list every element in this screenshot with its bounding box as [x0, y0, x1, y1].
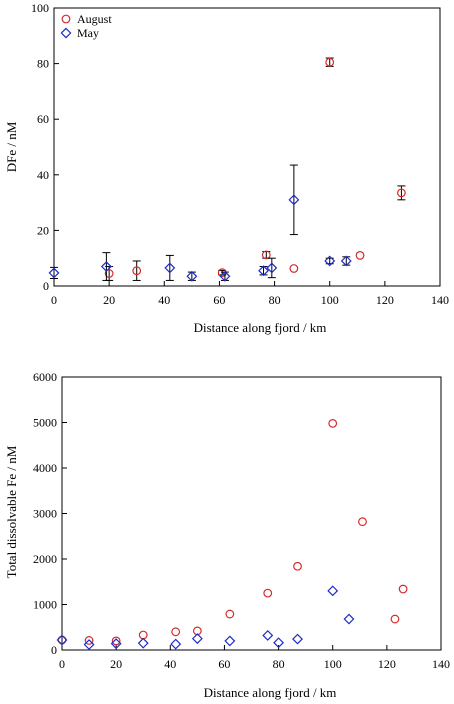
total-fe-point-circle	[138, 630, 148, 640]
total-fe-y-tick-label: 5000	[33, 416, 57, 430]
total-fe-point-circle	[398, 584, 408, 594]
dfe-y-tick-label: 20	[37, 223, 49, 237]
dfe-y-tick-label: 100	[31, 1, 49, 15]
dfe-x-tick-label: 80	[269, 293, 281, 307]
dfe-y-tick-label: 60	[37, 112, 49, 126]
chart-dfe-ylabel: DFe / nM	[4, 121, 19, 172]
dfe-plot-frame	[53, 7, 441, 287]
dfe-x-tick-label: 0	[51, 293, 57, 307]
dfe-point-circle	[104, 269, 114, 278]
total-fe-x-tick-label: 140	[432, 657, 450, 671]
dfe-x-tick-label: 40	[158, 293, 170, 307]
total-fe-point-diamond	[191, 633, 203, 645]
total-fe-point-circle	[390, 614, 400, 624]
total-fe-point-diamond	[327, 585, 339, 597]
chart-total-fe-ylabel: Total dissolvable Fe / nM	[4, 445, 19, 578]
dfe-point-diamond	[258, 265, 269, 277]
total-fe-point-diamond	[137, 637, 149, 649]
total-fe-point-circle	[358, 517, 367, 527]
dfe-legend-label: August	[77, 12, 112, 26]
total-fe-point-diamond	[292, 633, 303, 645]
total-fe-point-diamond	[110, 638, 122, 650]
dfe-point-diamond	[219, 270, 231, 282]
dfe-point-diamond	[288, 194, 300, 206]
dfe-point-circle	[325, 57, 335, 67]
total-fe-y-tick-label: 1000	[33, 598, 57, 612]
total-fe-point-circle	[171, 627, 181, 637]
chart-dfe: DFe / nM Distance along fjord / km 0 20 40…	[4, 1, 449, 335]
total-fe-plot-frame	[61, 376, 442, 651]
total-fe-point-circle	[328, 419, 338, 428]
total-fe-x-tick-label: 100	[324, 657, 342, 671]
dfe-point-diamond	[48, 267, 60, 279]
dfe-x-tick-label: 20	[103, 293, 115, 307]
total-fe-point-diamond	[83, 639, 95, 650]
chart-dfe-xlabel: Distance along fjord / km	[194, 320, 327, 335]
dfe-point-diamond	[186, 270, 198, 282]
total-fe-point-diamond	[262, 629, 274, 641]
dfe-y-tick-label: 40	[37, 168, 49, 182]
total-fe-point-diamond	[343, 613, 355, 625]
total-fe-x-tick-label: 0	[59, 657, 65, 671]
dfe-point-diamond	[100, 261, 112, 272]
total-fe-point-diamond	[224, 635, 236, 647]
total-fe-y-tick-label: 4000	[33, 461, 57, 475]
chart-total-fe: Total dissolvable Fe / nM Distance along…	[4, 370, 450, 700]
dfe-point-diamond	[340, 255, 352, 267]
dfe-x-tick-label: 60	[213, 293, 225, 307]
dfe-point-circle	[397, 188, 406, 198]
total-fe-x-tick-label: 40	[164, 657, 176, 671]
total-fe-point-circle	[293, 561, 302, 571]
dfe-x-tick-label: 140	[431, 293, 449, 307]
dfe-point-circle	[261, 250, 271, 260]
chart-total-fe-xlabel: Distance along fjord / km	[204, 685, 337, 700]
total-fe-y-tick-label: 3000	[33, 507, 57, 521]
total-fe-point-diamond	[273, 637, 285, 649]
dfe-y-tick-label: 0	[43, 279, 49, 293]
total-fe-y-tick-label: 0	[51, 643, 57, 657]
dfe-x-tick-label: 120	[376, 293, 394, 307]
total-fe-point-circle	[225, 609, 235, 619]
dfe-legend-marker-may	[60, 27, 72, 39]
dfe-y-tick-label: 80	[37, 57, 49, 71]
total-fe-point-circle	[84, 636, 94, 645]
dfe-point-circle	[132, 266, 142, 276]
dfe-point-diamond	[164, 262, 176, 274]
dfe-point-circle	[355, 251, 365, 260]
total-fe-point-diamond	[170, 638, 182, 650]
total-fe-x-tick-label: 120	[378, 657, 396, 671]
total-fe-point-diamond	[56, 634, 68, 646]
total-fe-x-tick-label: 60	[218, 657, 230, 671]
dfe-point-circle	[289, 264, 299, 273]
dfe-x-tick-label: 100	[321, 293, 339, 307]
dfe-point-diamond	[266, 262, 278, 274]
total-fe-y-tick-label: 6000	[33, 370, 57, 384]
total-fe-point-circle	[111, 636, 121, 646]
dfe-point-diamond	[324, 255, 336, 267]
total-fe-x-tick-label: 20	[110, 657, 122, 671]
dfe-legend-marker-august	[61, 14, 71, 24]
dfe-legend-label: May	[77, 26, 99, 40]
total-fe-point-circle	[263, 588, 273, 598]
total-fe-x-tick-label: 80	[273, 657, 285, 671]
total-fe-y-tick-label: 2000	[33, 552, 57, 566]
